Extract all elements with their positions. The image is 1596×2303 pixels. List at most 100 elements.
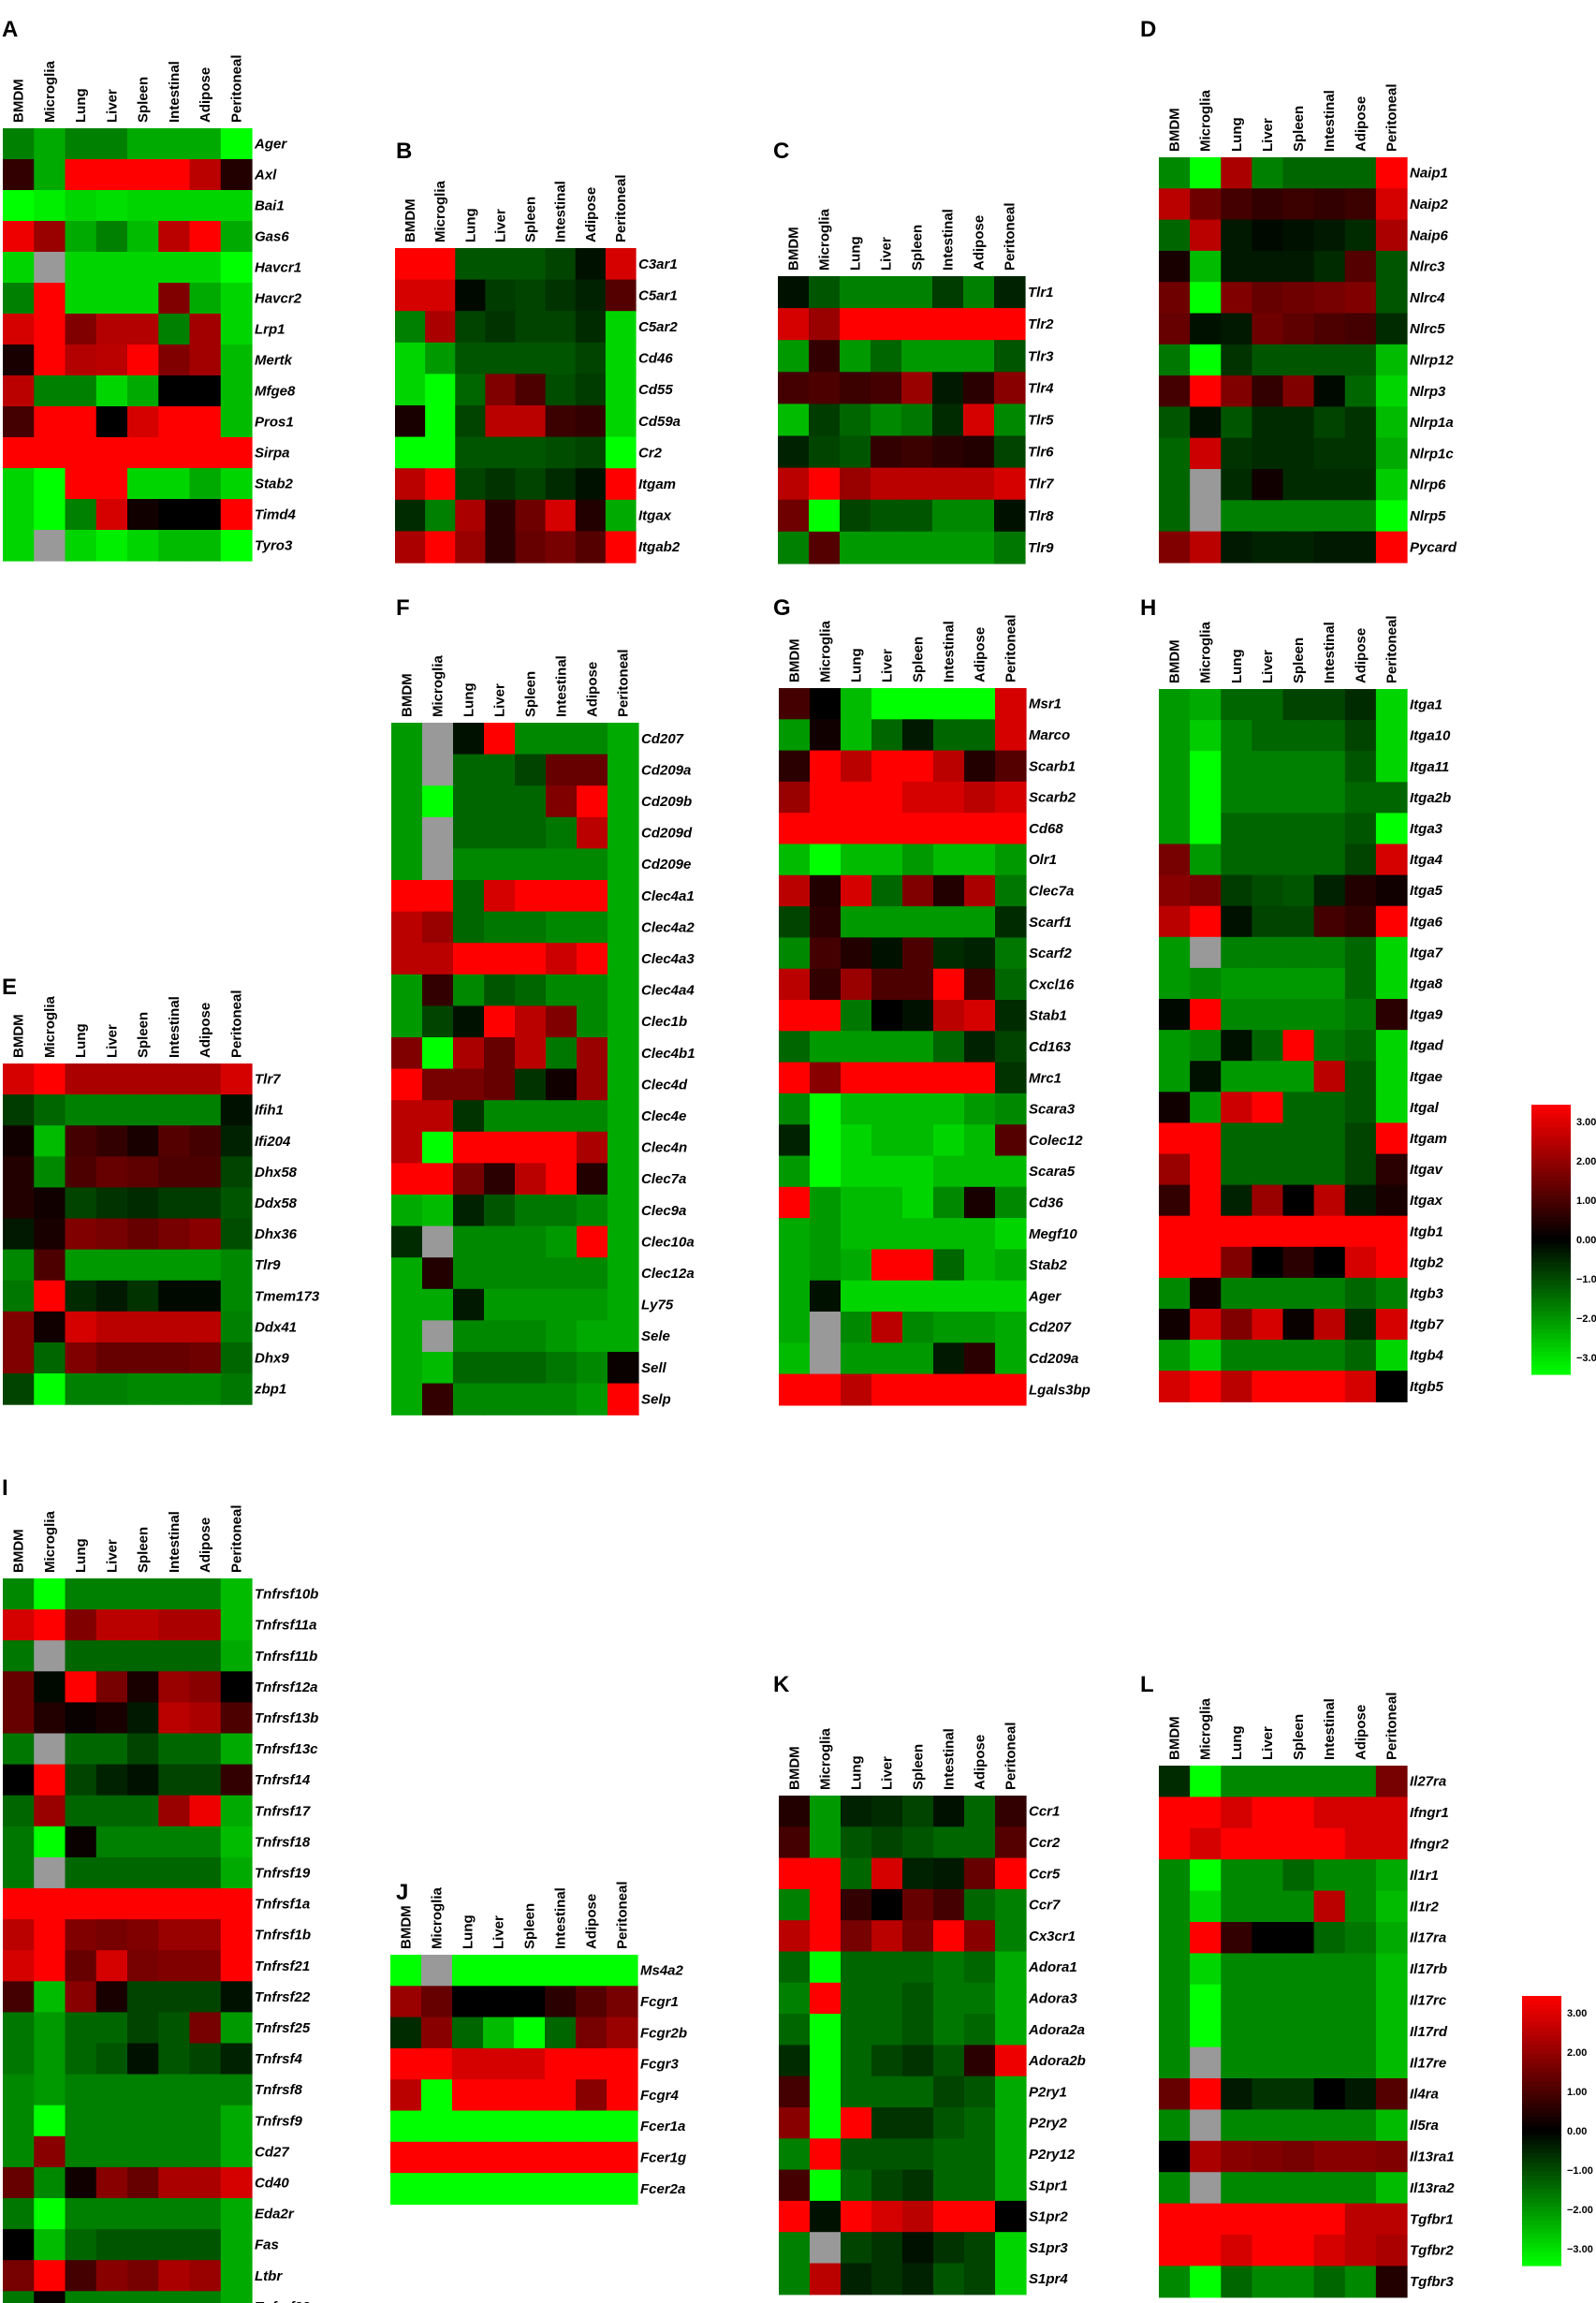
heatmap-cell [1190,1061,1222,1093]
heatmap-cell [546,754,578,786]
heatmap-cell [995,937,1027,970]
heatmap-cell [1252,1827,1284,1860]
heatmap-cell [515,342,547,374]
heatmap-cell [391,1163,423,1196]
heatmap-cell [1282,2046,1315,2079]
heatmap-cell [1375,1922,1408,1954]
heatmap-cell [1221,782,1252,814]
color-scale-legend: 3.002.001.000.00−1.00−2.00−3.00 [1531,1105,1596,1375]
heatmap-cell [484,1068,516,1101]
heatmap-cell [422,1100,454,1133]
heatmap-cell [1344,437,1377,470]
heatmap-cell [220,252,253,284]
heatmap-cell [964,1951,996,1984]
heatmap-cell [390,2141,422,2174]
heatmap-cell [779,813,811,845]
heatmap-cell [3,1578,35,1610]
heatmap-cell [65,314,97,345]
heatmap-cell [1344,720,1377,752]
heatmap-cell [1344,250,1377,283]
column-label: Liver [880,649,896,682]
heatmap-cell [933,2169,965,2202]
heatmap-cell [1252,1277,1284,1310]
heatmap-cell [1282,282,1315,315]
heatmap-cell [1282,1797,1315,1829]
heatmap-cell [3,2105,35,2137]
column-label: Peritoneal [1003,614,1019,682]
heatmap-cell [1190,720,1222,752]
legend-swatch [1522,2027,1561,2032]
heatmap-cell [901,531,933,565]
heatmap-cell [576,2110,608,2143]
heatmap-cell [453,1100,485,1133]
legend-swatch [1522,2104,1561,2109]
heatmap-cell [871,968,903,1001]
heatmap-cell [1159,1184,1191,1217]
heatmap-cell [395,499,426,532]
heatmap-cell [1159,219,1191,252]
heatmap-cell [933,1218,965,1250]
heatmap-cell [779,1031,811,1063]
legend-swatch [1522,2086,1561,2091]
heatmap-cell [189,437,222,469]
heatmap-cell [1282,1277,1315,1310]
heatmap-cell [964,968,996,1001]
heatmap-cell [515,1131,547,1164]
heatmap-cell [995,1982,1027,2015]
heatmap-cell [964,2232,996,2265]
heatmap-cell [1252,936,1284,969]
heatmap-cell [1375,1984,1408,2017]
heatmap-cell [95,530,128,562]
row-label: Pycard [1410,539,1457,555]
heatmap-cell [95,1125,128,1157]
heatmap-cell [127,1578,159,1610]
heatmap-cell [158,2229,191,2261]
heatmap-cell [34,1795,66,1827]
legend-swatch [1522,2243,1561,2249]
heatmap-cell [933,2138,965,2171]
heatmap-cell [1190,2140,1222,2173]
heatmap-cell [95,406,128,438]
heatmap-cell [779,1920,811,1953]
heatmap-cell [841,1186,872,1219]
heatmap-cell [902,1826,934,1859]
row-label: Clec7a [1029,883,1074,899]
heatmap-cell [902,688,934,720]
legend-swatch [1522,2018,1561,2024]
heatmap-cell [65,2135,97,2168]
heatmap-cell [871,1062,903,1094]
heatmap-cell [1375,905,1408,938]
heatmap-cell [1190,2266,1222,2298]
heatmap-cell [1221,1153,1252,1186]
legend-swatch [1531,1203,1571,1209]
heatmap-cell [963,276,995,309]
heatmap-cell [1282,2266,1315,2298]
heatmap-cell [1375,313,1408,345]
heatmap-cell [34,2135,66,2168]
heatmap-cell [871,1000,903,1032]
row-label: C5ar1 [638,287,678,303]
heatmap-cell [65,1342,97,1374]
legend-swatch [1531,1190,1571,1196]
heatmap-cell [810,813,842,845]
heatmap-cell [158,499,191,531]
heatmap-cell [220,1280,253,1313]
heatmap-cell [1344,1371,1377,1402]
heatmap-cell [1313,1184,1346,1217]
row-label: Tnfrsf11b [255,1649,317,1665]
column-label: Microglia [42,60,58,123]
heatmap-cell [452,2141,484,2174]
heatmap-cell [158,159,191,191]
heatmap-cell [3,1094,35,1126]
heatmap-cell [455,374,486,406]
column-label: Spleen [910,225,926,271]
heatmap-cell [779,1342,811,1375]
heatmap-cell [391,880,423,913]
heatmap-cell [3,2135,35,2168]
heatmap-cell [484,1288,516,1321]
heatmap-cell [65,499,97,531]
heatmap-cell [871,2076,903,2108]
heatmap-cell [484,1163,516,1196]
heatmap-cell [1344,313,1377,345]
legend-tick-label: 2.00 [1567,2047,1587,2059]
